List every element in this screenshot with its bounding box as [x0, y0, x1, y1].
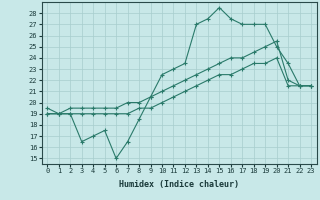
X-axis label: Humidex (Indice chaleur): Humidex (Indice chaleur) [119, 180, 239, 189]
